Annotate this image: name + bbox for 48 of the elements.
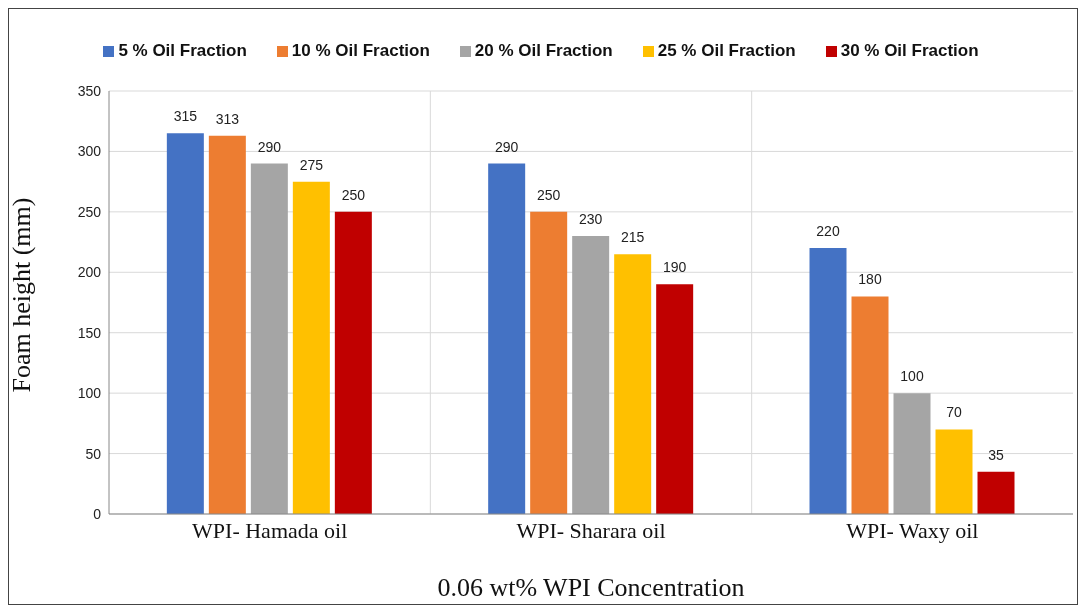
bar — [334, 211, 372, 514]
y-tick-label: 0 — [93, 505, 102, 522]
bar — [614, 254, 652, 514]
bar — [809, 248, 847, 514]
data-label: 180 — [858, 271, 882, 288]
bar — [530, 211, 568, 514]
data-label: 290 — [257, 138, 282, 155]
data-label: 100 — [900, 368, 924, 385]
bar — [208, 135, 246, 514]
legend-label: 20 % Oil Fraction — [474, 41, 613, 60]
y-tick-label: 200 — [77, 264, 102, 281]
x-axis-title: 0.06 wt% WPI Concentration — [437, 573, 745, 602]
bar — [488, 163, 526, 514]
y-tick-label: 150 — [77, 324, 102, 341]
data-label: 230 — [578, 211, 603, 228]
x-tick-label: WPI- Sharara oil — [516, 517, 666, 543]
legend-label: 25 % Oil Fraction — [657, 41, 796, 60]
bar — [166, 133, 204, 514]
bar — [656, 284, 694, 514]
data-label: 215 — [620, 229, 645, 246]
data-label: 250 — [341, 186, 366, 203]
y-tick-label: 50 — [85, 445, 102, 462]
bar — [292, 181, 330, 514]
y-tick-label: 100 — [77, 385, 102, 402]
data-label: 250 — [536, 186, 561, 203]
data-label: 290 — [494, 138, 519, 155]
legend-label: 5 % Oil Fraction — [118, 41, 247, 60]
data-label: 70 — [946, 404, 962, 421]
data-label: 315 — [173, 108, 198, 125]
data-label: 190 — [662, 259, 687, 276]
bar — [851, 296, 889, 514]
x-tick-label: WPI- Waxy oil — [846, 517, 979, 543]
bar — [572, 236, 610, 514]
y-tick-label: 300 — [77, 143, 102, 160]
bar — [250, 163, 288, 514]
legend-label: 10 % Oil Fraction — [291, 41, 430, 60]
y-tick-label: 350 — [77, 82, 102, 99]
bar — [893, 393, 931, 514]
bar — [935, 429, 973, 514]
data-label: 313 — [215, 110, 240, 127]
data-label: 220 — [816, 223, 840, 240]
y-tick-label: 250 — [77, 203, 102, 220]
x-tick-label: WPI- Hamada oil — [192, 517, 348, 543]
bar — [977, 471, 1015, 514]
data-label: 35 — [988, 446, 1004, 463]
legend-label: 30 % Oil Fraction — [840, 41, 979, 60]
data-label: 275 — [299, 156, 324, 173]
y-axis-title: Foam height (mm) — [7, 197, 37, 393]
